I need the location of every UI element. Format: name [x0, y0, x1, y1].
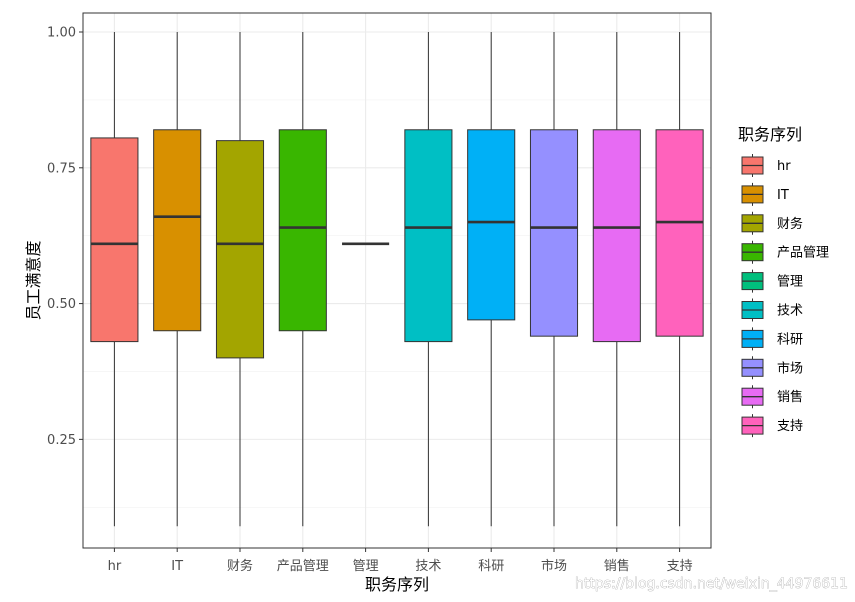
- box-body: [529, 129, 579, 337]
- x-tick-label: 管理: [353, 559, 379, 574]
- y-tick-label: 0.50: [47, 297, 76, 312]
- x-tick-label: hr: [108, 559, 122, 574]
- box-3: [215, 32, 265, 527]
- x-tick-label: 销售: [604, 558, 630, 574]
- legend-item-2: IT: [741, 182, 789, 206]
- box-body: [467, 129, 516, 321]
- box-10: [655, 32, 704, 527]
- legend-label: 产品管理: [777, 246, 829, 261]
- box-body: [153, 129, 202, 332]
- box-body: [592, 129, 641, 343]
- x-tick-label: 技术: [415, 559, 441, 574]
- legend-label: IT: [777, 188, 789, 203]
- x-tick-label: 支持: [667, 559, 693, 574]
- x-tick-label: 市场: [541, 558, 567, 574]
- legend-label: hr: [777, 159, 791, 174]
- legend-title: 职务序列: [738, 125, 802, 144]
- box-body: [404, 129, 453, 343]
- box-body: [655, 129, 704, 337]
- legend-item-9: 销售: [741, 385, 803, 409]
- box-series: [90, 32, 704, 527]
- plot-panel-border: [82, 12, 712, 549]
- box-8: [529, 32, 579, 527]
- legend-item-1: hr: [741, 154, 791, 177]
- box-6: [404, 32, 453, 527]
- legend-label: 技术: [777, 304, 803, 319]
- box-1: [90, 32, 139, 527]
- watermark: https://blog.csdn.net/weixin_44976611: [575, 576, 848, 592]
- y-tick-label: 1.00: [47, 26, 76, 41]
- legend-label: 市场: [777, 360, 803, 376]
- legend-label: 财务: [777, 216, 803, 232]
- y-axis-title: 员工满意度: [24, 240, 43, 320]
- x-tick-label: IT: [171, 559, 183, 574]
- x-axis: hr IT 财务 产品管理 管理 技术 科研 市场 销售 支持: [108, 548, 693, 574]
- legend-item-7: 科研: [741, 327, 803, 351]
- y-tick-label: 0.25: [47, 433, 76, 448]
- y-tick-label: 0.75: [47, 161, 76, 176]
- x-tick-label: 科研: [478, 559, 504, 574]
- box-2: [153, 32, 202, 527]
- legend-item-6: 技术: [741, 298, 803, 322]
- box-body: [278, 129, 327, 332]
- x-tick-label: 产品管理: [277, 559, 329, 574]
- box-body: [215, 140, 265, 359]
- legend-item-4: 产品管理: [741, 240, 829, 264]
- legend-label: 支持: [777, 419, 803, 434]
- box-4: [278, 32, 327, 527]
- box-7: [467, 32, 516, 527]
- legend-label: 销售: [777, 389, 803, 405]
- legend-item-5: 管理: [741, 269, 803, 293]
- x-axis-title: 职务序列: [365, 575, 429, 594]
- box-body: [90, 137, 139, 343]
- legend-item-8: 市场: [741, 356, 803, 380]
- box-9: [592, 32, 641, 527]
- legend-label: 管理: [777, 275, 803, 290]
- legend-item-3: 财务: [741, 211, 803, 235]
- x-tick-label: 财务: [227, 558, 253, 574]
- legend-item-10: 支持: [741, 414, 803, 438]
- y-axis: 0.25 0.50 0.75 1.00: [47, 26, 83, 448]
- legend-label: 科研: [777, 332, 803, 347]
